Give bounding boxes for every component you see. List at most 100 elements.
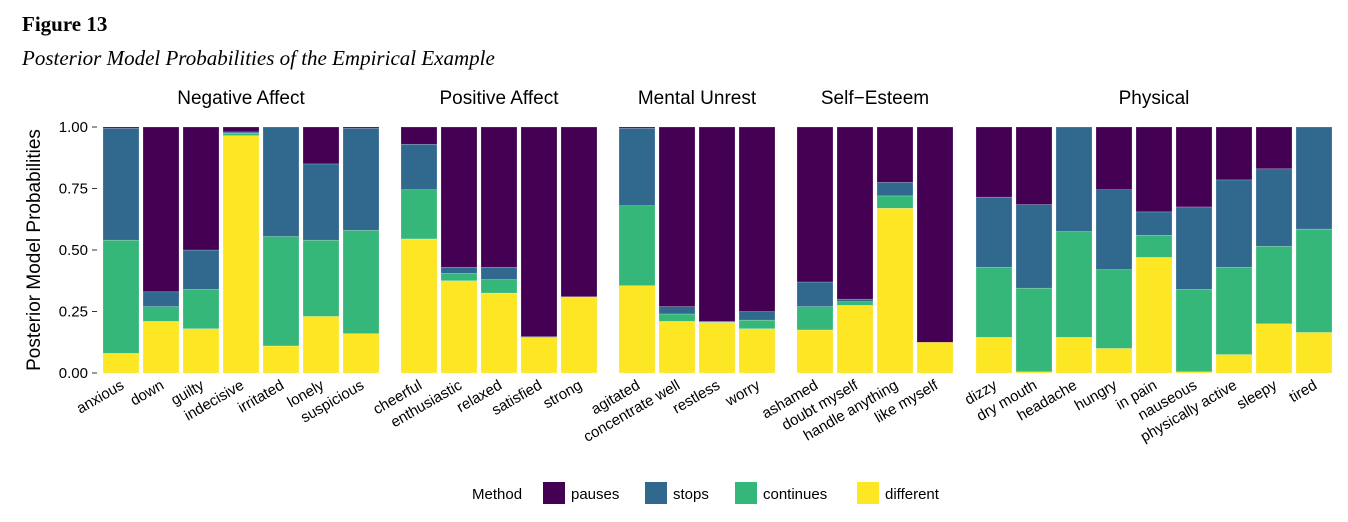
legend-swatch-stops: [645, 482, 667, 504]
bar-segment-different: [182, 328, 220, 374]
bar-segment-different: [738, 328, 776, 374]
legend-label: different: [885, 486, 940, 503]
bar-segment-continues: [836, 301, 874, 306]
bar-segment-pauses: [222, 126, 260, 133]
bar-segment-different: [1135, 257, 1173, 374]
figure-title: Posterior Model Probabilities of the Emp…: [22, 46, 495, 70]
bar-segment-stops: [1295, 126, 1333, 230]
legend-swatch-continues: [735, 482, 757, 504]
bar-segment-stops: [1255, 168, 1293, 247]
bar-segment-continues: [142, 306, 180, 322]
bar-segment-continues: [182, 289, 220, 329]
facet-title: Physical: [1119, 88, 1190, 109]
legend-label: continues: [763, 486, 827, 503]
bar-segment-different: [480, 292, 518, 374]
bar-segment-different: [1295, 332, 1333, 374]
bar-segment-pauses: [1135, 126, 1173, 213]
bar-segment-continues: [222, 132, 260, 136]
bar-segment-stops: [1015, 204, 1053, 289]
legend-label: stops: [673, 486, 709, 503]
bar-segment-different: [1255, 323, 1293, 374]
bar-segment-different: [836, 305, 874, 374]
bar-segment-stops: [400, 143, 438, 190]
bar-segment-continues: [1255, 246, 1293, 325]
bar-segment-pauses: [302, 126, 340, 165]
bar-segment-pauses: [836, 126, 874, 300]
bar-segment-different: [560, 296, 598, 374]
bar-segment-pauses: [796, 126, 834, 283]
legend-swatch-different: [857, 482, 879, 504]
bar-segment-pauses: [1095, 126, 1133, 190]
x-tick-label: strong: [540, 377, 585, 413]
bar-segment-different: [142, 321, 180, 374]
bar-segment-pauses: [916, 126, 954, 343]
bar-segment-stops: [1135, 211, 1173, 236]
bar-segment-continues: [440, 273, 478, 281]
bar-segment-stops: [302, 163, 340, 241]
bar-segment-stops: [1055, 126, 1093, 232]
bar-segment-stops: [796, 281, 834, 307]
y-tick-label: 1.00: [59, 119, 88, 136]
bar-segment-continues: [1295, 228, 1333, 333]
figure-label: Figure 13: [22, 12, 108, 36]
bar-segment-stops: [440, 266, 478, 274]
bar-segment-pauses: [1175, 126, 1213, 208]
bar-segment-different: [102, 353, 140, 374]
bar-segment-pauses: [1015, 126, 1053, 205]
bar-segment-different: [1095, 348, 1133, 374]
bar-segment-stops: [1175, 206, 1213, 290]
bar-segment-pauses: [618, 126, 656, 129]
bar-segment-pauses: [520, 126, 558, 337]
legend-swatch-pauses: [543, 482, 565, 504]
bar-segment-continues: [796, 306, 834, 331]
bar-segment-continues: [738, 319, 776, 329]
bar-segment-pauses: [1255, 126, 1293, 170]
bar-segment-continues: [342, 230, 380, 334]
bar-segment-different: [618, 285, 656, 374]
bar-segment-different: [1215, 354, 1253, 374]
y-tick-label: 0.50: [59, 242, 88, 259]
bar-segment-continues: [1175, 289, 1213, 373]
bar-segment-continues: [102, 239, 140, 354]
bar-segment-stops: [1095, 189, 1133, 270]
bar-segment-continues: [262, 236, 300, 347]
bar-segment-stops: [738, 311, 776, 321]
bar-segment-different: [262, 345, 300, 374]
bar-segment-pauses: [142, 126, 180, 293]
bar-segment-pauses: [182, 126, 220, 251]
bar-segment-continues: [400, 189, 438, 240]
x-tick-label: anxious: [74, 377, 127, 418]
facet-title: Positive Affect: [440, 88, 560, 109]
bar-segment-stops: [142, 291, 180, 307]
bar-segment-continues: [658, 313, 696, 322]
bar-segment-stops: [618, 127, 656, 206]
bar-segment-pauses: [342, 126, 380, 129]
y-axis-label: Posterior Model Probabilities: [24, 129, 45, 371]
x-tick-label: hungry: [1072, 376, 1121, 414]
bar-segment-continues: [1055, 231, 1093, 338]
bar-segment-continues: [480, 279, 518, 294]
bar-segment-stops: [975, 196, 1013, 268]
bar-segment-different: [658, 321, 696, 374]
bar-segment-pauses: [560, 126, 598, 297]
facet-title: Self−Esteem: [821, 88, 929, 109]
bar-segment-stops: [342, 127, 380, 231]
bar-segment-stops: [658, 306, 696, 315]
bar-segment-continues: [975, 266, 1013, 338]
bar-segment-pauses: [658, 126, 696, 307]
bar-segment-continues: [876, 195, 914, 209]
y-tick-label: 0.25: [59, 304, 88, 321]
bar-segment-stops: [836, 298, 874, 302]
bar-segment-pauses: [480, 126, 518, 268]
bar-segment-continues: [618, 205, 656, 286]
x-tick-label: tired: [1286, 377, 1320, 406]
bar-segment-stops: [1215, 179, 1253, 268]
bar-segment-different: [302, 316, 340, 374]
bar-segment-different: [698, 322, 736, 374]
bar-segment-different: [520, 337, 558, 374]
bar-segment-pauses: [738, 126, 776, 312]
x-tick-label: down: [127, 377, 167, 410]
legend-label: pauses: [571, 486, 619, 503]
bar-segment-different: [916, 342, 954, 374]
